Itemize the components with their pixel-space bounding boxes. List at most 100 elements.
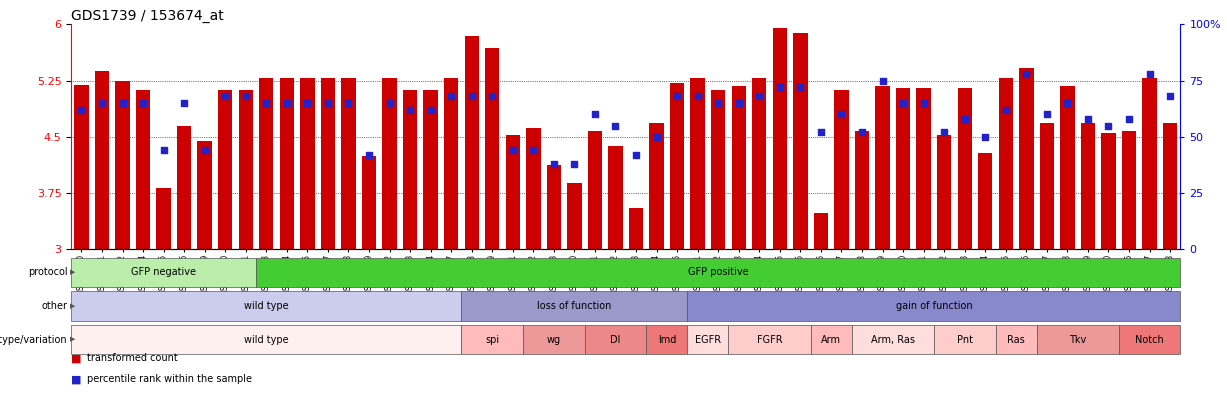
Point: [256, 100, 276, 107]
Bar: [1060, 86, 1075, 249]
Point: [298, 100, 318, 107]
Bar: [526, 128, 541, 249]
Text: ▶: ▶: [70, 269, 75, 275]
Point: [893, 100, 913, 107]
Text: spi: spi: [485, 335, 499, 345]
Point: [113, 100, 133, 107]
Point: [626, 151, 645, 158]
Bar: [957, 88, 972, 249]
Bar: [999, 78, 1014, 249]
Text: ▶: ▶: [70, 303, 75, 309]
Point: [606, 122, 626, 129]
Text: wild type: wild type: [244, 301, 288, 311]
Point: [585, 111, 605, 117]
Bar: [444, 78, 459, 249]
Point: [92, 100, 112, 107]
Text: FGFR: FGFR: [757, 335, 783, 345]
Text: wg: wg: [547, 335, 561, 345]
Bar: [259, 78, 274, 249]
Bar: [362, 156, 377, 249]
Bar: [793, 33, 807, 249]
Point: [174, 100, 194, 107]
Text: ■: ■: [71, 354, 82, 363]
Bar: [383, 78, 396, 249]
Bar: [978, 153, 993, 249]
Point: [955, 116, 974, 122]
Bar: [94, 71, 109, 249]
Point: [934, 129, 953, 136]
Point: [544, 161, 563, 167]
Text: Arm: Arm: [821, 335, 842, 345]
Text: GDS1739 / 153674_at: GDS1739 / 153674_at: [71, 9, 223, 23]
Point: [667, 93, 687, 100]
Point: [750, 93, 769, 100]
Bar: [814, 213, 828, 249]
Point: [216, 93, 236, 100]
Point: [688, 93, 708, 100]
Bar: [855, 131, 869, 249]
Text: GFP negative: GFP negative: [131, 267, 196, 277]
Point: [1037, 111, 1056, 117]
Point: [318, 100, 337, 107]
Point: [729, 100, 748, 107]
Point: [790, 84, 810, 91]
Text: genotype/variation: genotype/variation: [0, 335, 67, 345]
Bar: [1142, 78, 1157, 249]
Point: [771, 84, 790, 91]
Point: [811, 129, 831, 136]
Bar: [1039, 124, 1054, 249]
Text: Ras: Ras: [1007, 335, 1025, 345]
Bar: [629, 208, 643, 249]
Text: Notch: Notch: [1135, 335, 1164, 345]
Bar: [177, 126, 191, 249]
Point: [914, 100, 934, 107]
Bar: [937, 135, 951, 249]
Point: [379, 100, 399, 107]
Bar: [547, 165, 561, 249]
Point: [1098, 122, 1118, 129]
Point: [1016, 70, 1036, 77]
Bar: [218, 90, 232, 249]
Point: [360, 151, 379, 158]
Bar: [75, 85, 88, 249]
Bar: [670, 83, 685, 249]
Text: ▶: ▶: [70, 337, 75, 343]
Bar: [691, 78, 704, 249]
Bar: [238, 90, 253, 249]
Bar: [465, 36, 479, 249]
Bar: [115, 81, 130, 249]
Text: lmd: lmd: [658, 335, 676, 345]
Point: [708, 100, 728, 107]
Bar: [1121, 131, 1136, 249]
Point: [421, 107, 440, 113]
Point: [503, 147, 523, 153]
Text: Arm, Ras: Arm, Ras: [871, 335, 915, 345]
Point: [236, 93, 255, 100]
Text: GFP positive: GFP positive: [688, 267, 748, 277]
Text: transformed count: transformed count: [87, 354, 178, 363]
Bar: [423, 90, 438, 249]
Bar: [198, 141, 212, 249]
Point: [134, 100, 153, 107]
Bar: [506, 135, 520, 249]
Bar: [1102, 133, 1115, 249]
Text: protocol: protocol: [28, 267, 67, 277]
Bar: [834, 90, 849, 249]
Point: [71, 107, 91, 113]
Point: [524, 147, 544, 153]
Point: [975, 134, 995, 140]
Bar: [752, 78, 767, 249]
Bar: [402, 90, 417, 249]
Text: Pnt: Pnt: [957, 335, 973, 345]
Point: [1079, 116, 1098, 122]
Text: Dl: Dl: [610, 335, 621, 345]
Point: [872, 77, 892, 84]
Bar: [710, 90, 725, 249]
Bar: [649, 124, 664, 249]
Point: [195, 147, 215, 153]
Bar: [875, 86, 890, 249]
Bar: [136, 90, 150, 249]
Bar: [917, 88, 931, 249]
Bar: [280, 78, 294, 249]
Bar: [156, 188, 171, 249]
